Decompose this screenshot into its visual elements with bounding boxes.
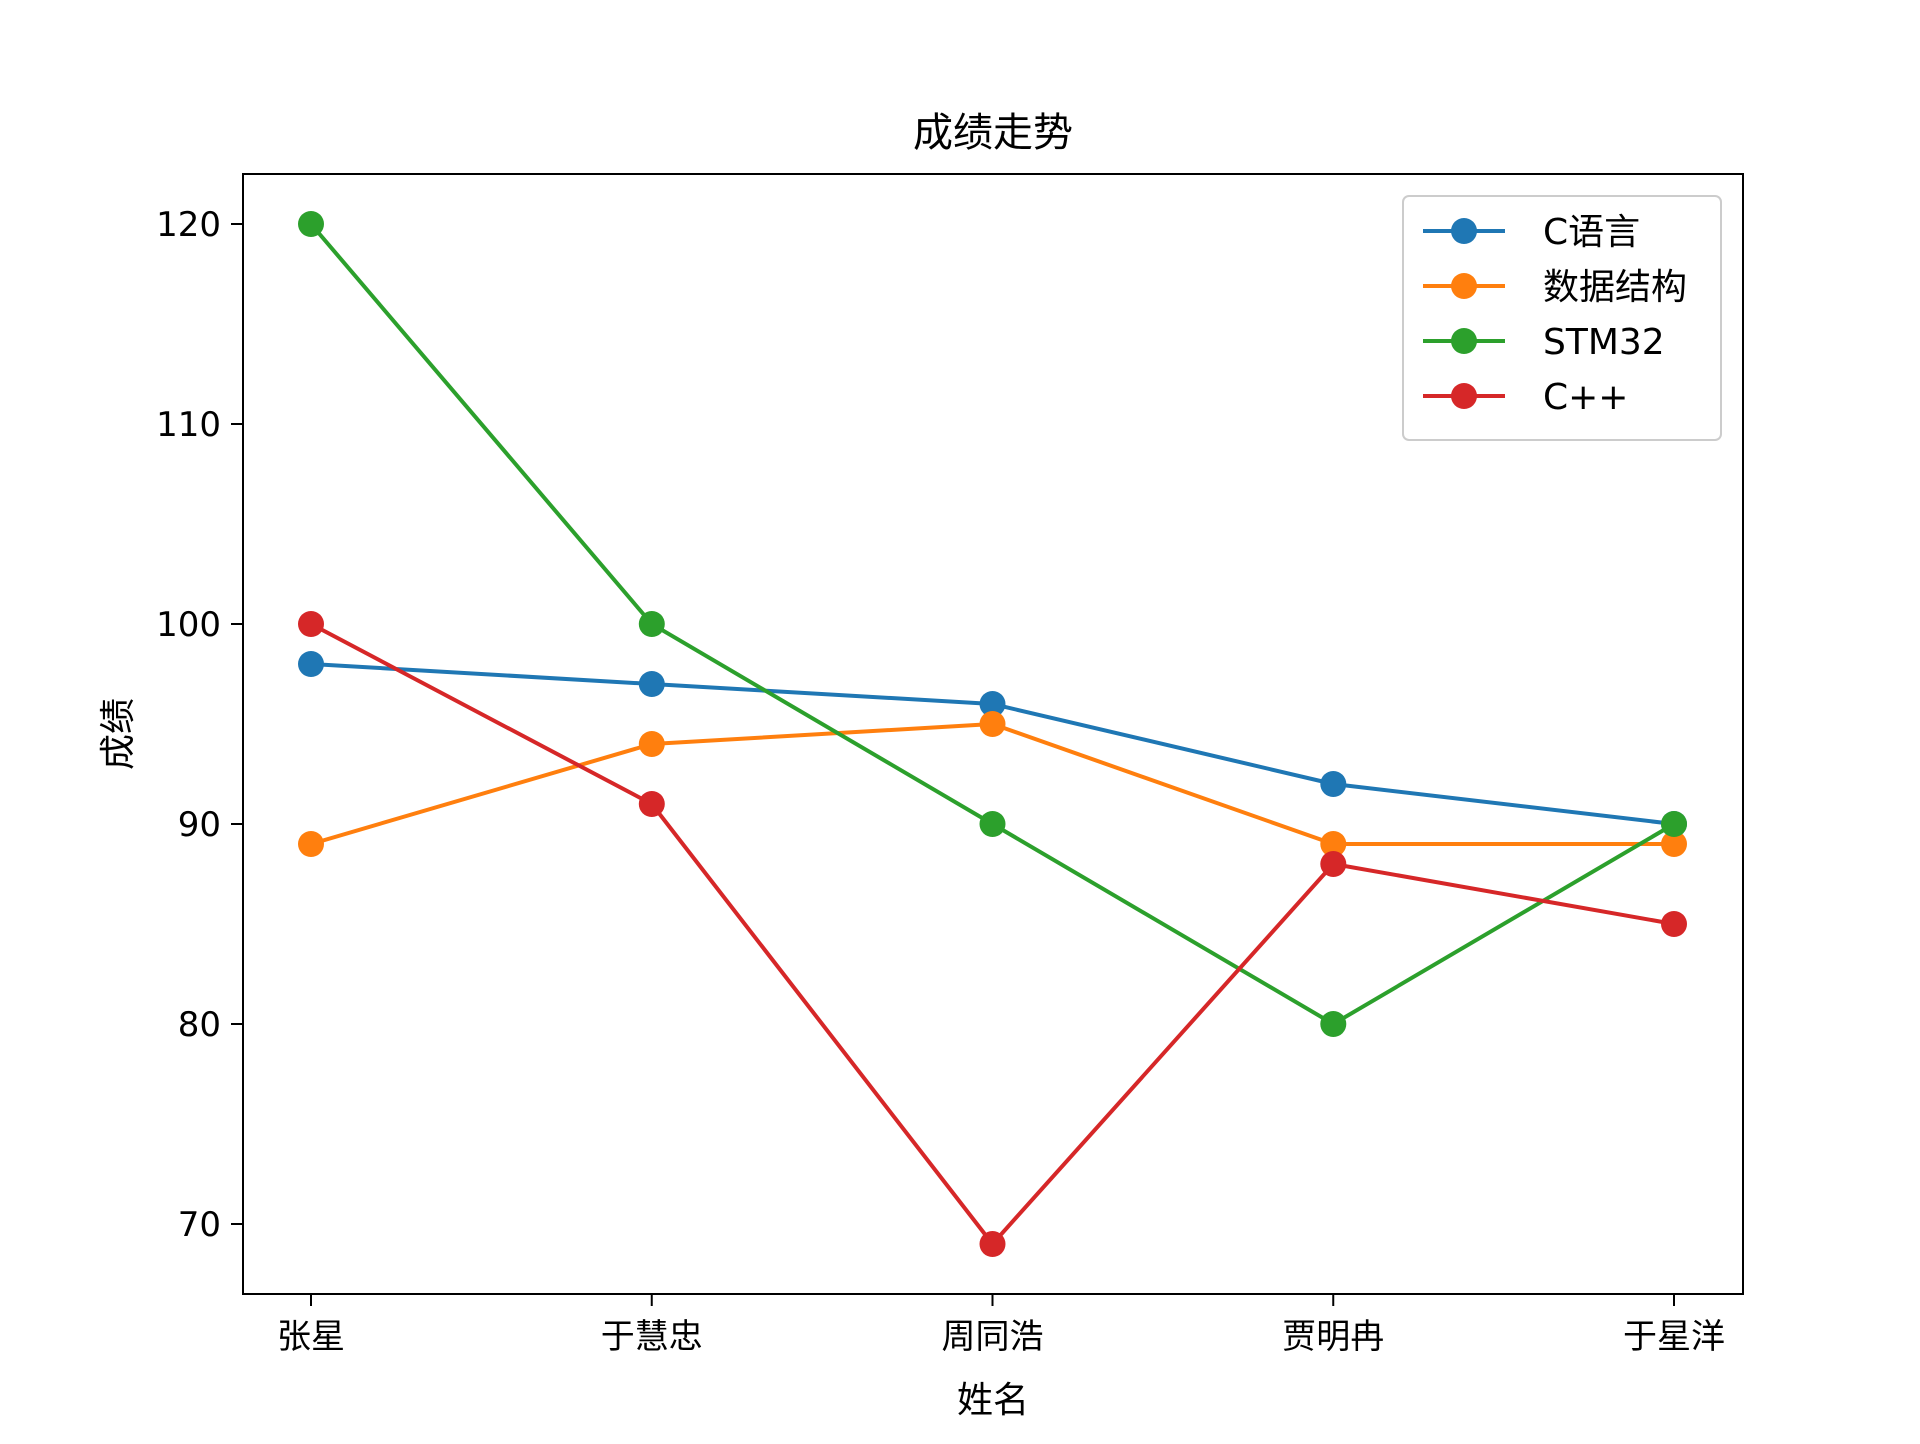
series-2-point xyxy=(638,731,665,757)
x-tick-label: 周同浩 xyxy=(942,1317,1044,1357)
legend-item: C语言 xyxy=(1423,212,1640,253)
series-1-point xyxy=(298,651,324,677)
series-4-point xyxy=(979,1231,1006,1257)
x-tick-label: 于慧忠 xyxy=(601,1317,703,1357)
x-tick-label: 贾明冉 xyxy=(1282,1317,1384,1357)
y-axis-ticks: 70 80 90 100 110 120 xyxy=(156,205,243,1245)
plot-frame xyxy=(242,173,1744,1295)
series-4 xyxy=(298,611,1687,1257)
y-tick-label: 100 xyxy=(156,605,221,645)
series-1-point xyxy=(638,671,665,697)
legend-swatch-marker xyxy=(1451,328,1477,354)
series-3-point xyxy=(979,811,1006,837)
legend-item: STM32 xyxy=(1423,322,1665,363)
series-3-point xyxy=(298,211,324,237)
series-3-point xyxy=(1320,1011,1347,1037)
legend-label: STM32 xyxy=(1543,322,1665,363)
y-axis-label: 成绩 xyxy=(98,698,139,770)
series-layer xyxy=(298,211,1687,1257)
legend-label: C语言 xyxy=(1543,212,1640,253)
legend-swatch-marker xyxy=(1451,383,1477,409)
y-tick-label: 110 xyxy=(156,405,221,445)
series-4-point xyxy=(638,791,665,817)
series-1-point xyxy=(979,691,1006,717)
series-1-point xyxy=(1320,771,1347,797)
x-tick-label: 张星 xyxy=(277,1317,345,1357)
series-2-point xyxy=(298,831,324,857)
series-4-point xyxy=(298,611,324,637)
series-2-point xyxy=(1320,831,1347,857)
legend-item: C++ xyxy=(1423,377,1628,418)
series-3 xyxy=(298,211,1687,1037)
series-2-point xyxy=(979,711,1006,737)
series-3-point xyxy=(1661,811,1687,837)
series-2 xyxy=(298,711,1687,857)
legend-item: 数据结构 xyxy=(1423,267,1687,308)
series-4-point xyxy=(1661,911,1687,937)
legend-swatch-marker xyxy=(1451,218,1477,244)
legend-label: 数据结构 xyxy=(1543,267,1687,308)
series-3-point xyxy=(638,611,665,637)
legend-label: C++ xyxy=(1543,377,1628,418)
series-4-point xyxy=(1320,851,1347,877)
y-tick-label: 90 xyxy=(178,805,221,845)
y-tick-label: 70 xyxy=(178,1205,221,1245)
x-axis-label: 姓名 xyxy=(957,1380,1029,1421)
x-tick-label: 于星洋 xyxy=(1623,1317,1725,1357)
x-axis-ticks: 张星 于慧忠 周同浩 贾明冉 于星洋 xyxy=(277,1294,1725,1357)
y-tick-label: 80 xyxy=(178,1005,221,1045)
series-2-point xyxy=(1661,831,1687,857)
legend-frame xyxy=(1402,195,1722,441)
legend-swatch-marker xyxy=(1451,273,1477,299)
chart-title: 成绩走势 xyxy=(913,110,1073,156)
y-tick-label: 120 xyxy=(156,205,221,245)
